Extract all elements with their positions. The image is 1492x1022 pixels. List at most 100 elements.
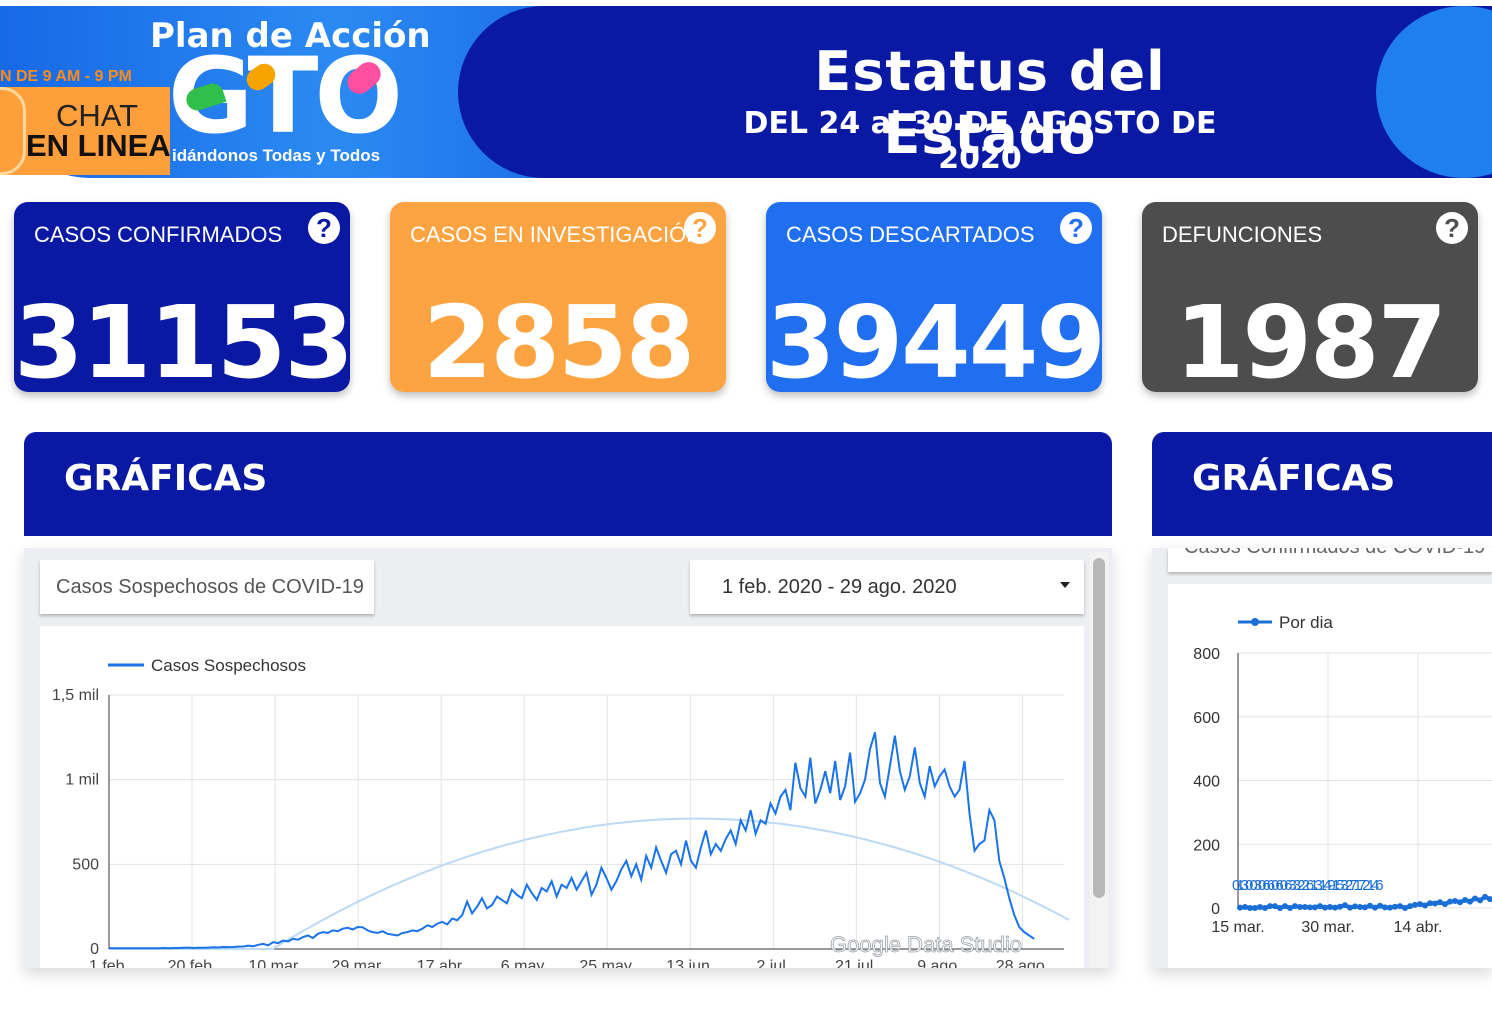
data-point <box>1487 896 1492 903</box>
legend-label: Casos Sospechosos <box>151 656 306 675</box>
data-point <box>1287 905 1293 911</box>
data-point <box>1262 905 1268 911</box>
kpi-card-defunciones: DEFUNCIONES ? 1987 <box>1142 202 1478 392</box>
x-tick-label: 9 ago. <box>917 958 961 968</box>
kpi-label: CASOS CONFIRMADOS <box>34 222 283 247</box>
kpi-label: CASOS EN INVESTIGACIÓN <box>410 222 703 247</box>
watermark: Google Data Studio <box>830 932 1022 957</box>
x-tick-label: 17 abr. <box>417 958 466 968</box>
data-point <box>1257 904 1263 911</box>
y-tick-label: 1,5 mil <box>52 687 99 704</box>
data-point <box>1447 898 1453 905</box>
data-point <box>1382 904 1388 911</box>
x-tick-label: 13 jun. <box>666 958 714 968</box>
chat-label-line1[interactable]: CHAT <box>56 98 139 133</box>
chat-label-line2[interactable]: EN LINEA <box>26 128 171 163</box>
banner-title-area <box>458 6 1492 178</box>
series-line-casos-sospechosos <box>109 732 1035 950</box>
dropdown-caret-icon[interactable] <box>1060 582 1070 588</box>
date-range-selector[interactable]: 1 feb. 2020 - 29 ago. 2020 <box>690 560 1084 614</box>
data-point <box>1397 903 1403 910</box>
chat-online-button[interactable] <box>0 87 170 175</box>
suspected-cases-chart: 0 500 1 mil 1,5 mil 1 feb. 20 feb. 10 mar. 29 m… <box>40 626 1084 968</box>
data-point <box>1247 905 1253 911</box>
x-tick-label: 15 mar. <box>1211 919 1264 936</box>
date-range-value: 1 feb. 2020 - 29 ago. 2020 <box>722 576 957 598</box>
x-tick-label: 10 mar. <box>248 958 301 968</box>
scrollbar-thumb[interactable] <box>1093 558 1105 898</box>
data-point <box>1337 903 1343 910</box>
data-point <box>1332 904 1338 911</box>
kpi-card-confirmados: CASOS CONFIRMADOS ? 31153 <box>14 202 350 392</box>
kpi-label: CASOS DESCARTADOS <box>786 222 1035 247</box>
x-tick-label: 20 feb. <box>168 958 217 968</box>
data-point <box>1377 902 1383 909</box>
data-point <box>1402 905 1408 911</box>
data-point <box>1357 904 1363 911</box>
panel-title: GRÁFICAS <box>64 458 268 499</box>
data-point <box>1252 905 1258 911</box>
data-point <box>1242 904 1248 911</box>
kpi-value: 31153 <box>14 284 350 392</box>
data-point <box>1467 898 1473 905</box>
chat-icon[interactable] <box>0 87 26 175</box>
logo-plan-text: Plan de Acción <box>150 16 431 56</box>
legend-label: Por dia <box>1279 613 1333 632</box>
x-tick-label: 6 may. <box>501 958 548 968</box>
data-point <box>1362 904 1368 911</box>
data-point <box>1302 904 1308 911</box>
trendline <box>109 817 1070 950</box>
data-point <box>1462 897 1468 904</box>
header-banner: Plan de Acción GTO idándonos Todas y Tod… <box>0 0 1492 180</box>
data-point <box>1392 903 1398 910</box>
y-tick-label: 400 <box>1193 774 1220 791</box>
data-point <box>1297 904 1303 911</box>
data-point <box>1427 900 1433 907</box>
x-tick-label: 14 abr. <box>1394 919 1443 936</box>
data-point <box>1307 904 1313 911</box>
data-point <box>1277 905 1283 911</box>
data-point <box>1437 899 1443 906</box>
data-point <box>1417 901 1423 908</box>
logo-tagline: idándonos Todas y Todos <box>172 146 381 165</box>
panel-title: GRÁFICAS <box>1192 458 1396 499</box>
data-point <box>1342 902 1348 909</box>
data-point <box>1322 904 1328 911</box>
data-point <box>1292 903 1298 910</box>
kpi-card-investigacion: CASOS EN INVESTIGACIÓN ? 2858 <box>390 202 726 392</box>
kpi-value: 39449 <box>766 284 1102 392</box>
data-point <box>1477 897 1483 904</box>
graficas-panel-header-right: GRÁFICAS <box>1152 432 1492 536</box>
data-point <box>1312 904 1318 911</box>
help-icon[interactable]: ? <box>308 212 340 244</box>
x-tick-label: 29 mar. <box>331 958 384 968</box>
x-tick-label: 1 feb. <box>89 958 129 968</box>
page-title: Estatus del Estado <box>814 40 1166 166</box>
y-tick-label: 800 <box>1193 646 1220 663</box>
data-point <box>1432 900 1438 907</box>
help-icon[interactable]: ? <box>1060 212 1092 244</box>
chart-title-right: Casos Confirmados de COVID-19 <box>1184 548 1485 559</box>
data-point <box>1422 902 1428 909</box>
data-point <box>1482 893 1488 900</box>
data-point <box>1407 903 1413 910</box>
kpi-value: 1987 <box>1174 284 1447 392</box>
data-point <box>1272 903 1278 910</box>
data-point <box>1442 901 1448 908</box>
date-range-subtitle: DEL 24 al 30 DE AGOSTO DE 2020 <box>743 106 1217 176</box>
data-point <box>1352 903 1358 910</box>
data-point <box>1282 903 1288 910</box>
x-tick-label: 21 jul. <box>835 958 878 968</box>
help-icon[interactable]: ? <box>1436 212 1468 244</box>
data-point <box>1387 904 1393 911</box>
help-icon[interactable]: ? <box>684 212 716 244</box>
data-labels: 0130030660606332261314915327172146 <box>1232 877 1383 894</box>
data-point <box>1347 904 1353 911</box>
data-point <box>1372 904 1378 911</box>
data-point <box>1267 903 1273 910</box>
x-tick-label: 25 may. <box>579 958 635 968</box>
x-tick-label: 30 mar. <box>1301 919 1354 936</box>
data-point <box>1367 902 1373 909</box>
data-point <box>1412 901 1418 908</box>
